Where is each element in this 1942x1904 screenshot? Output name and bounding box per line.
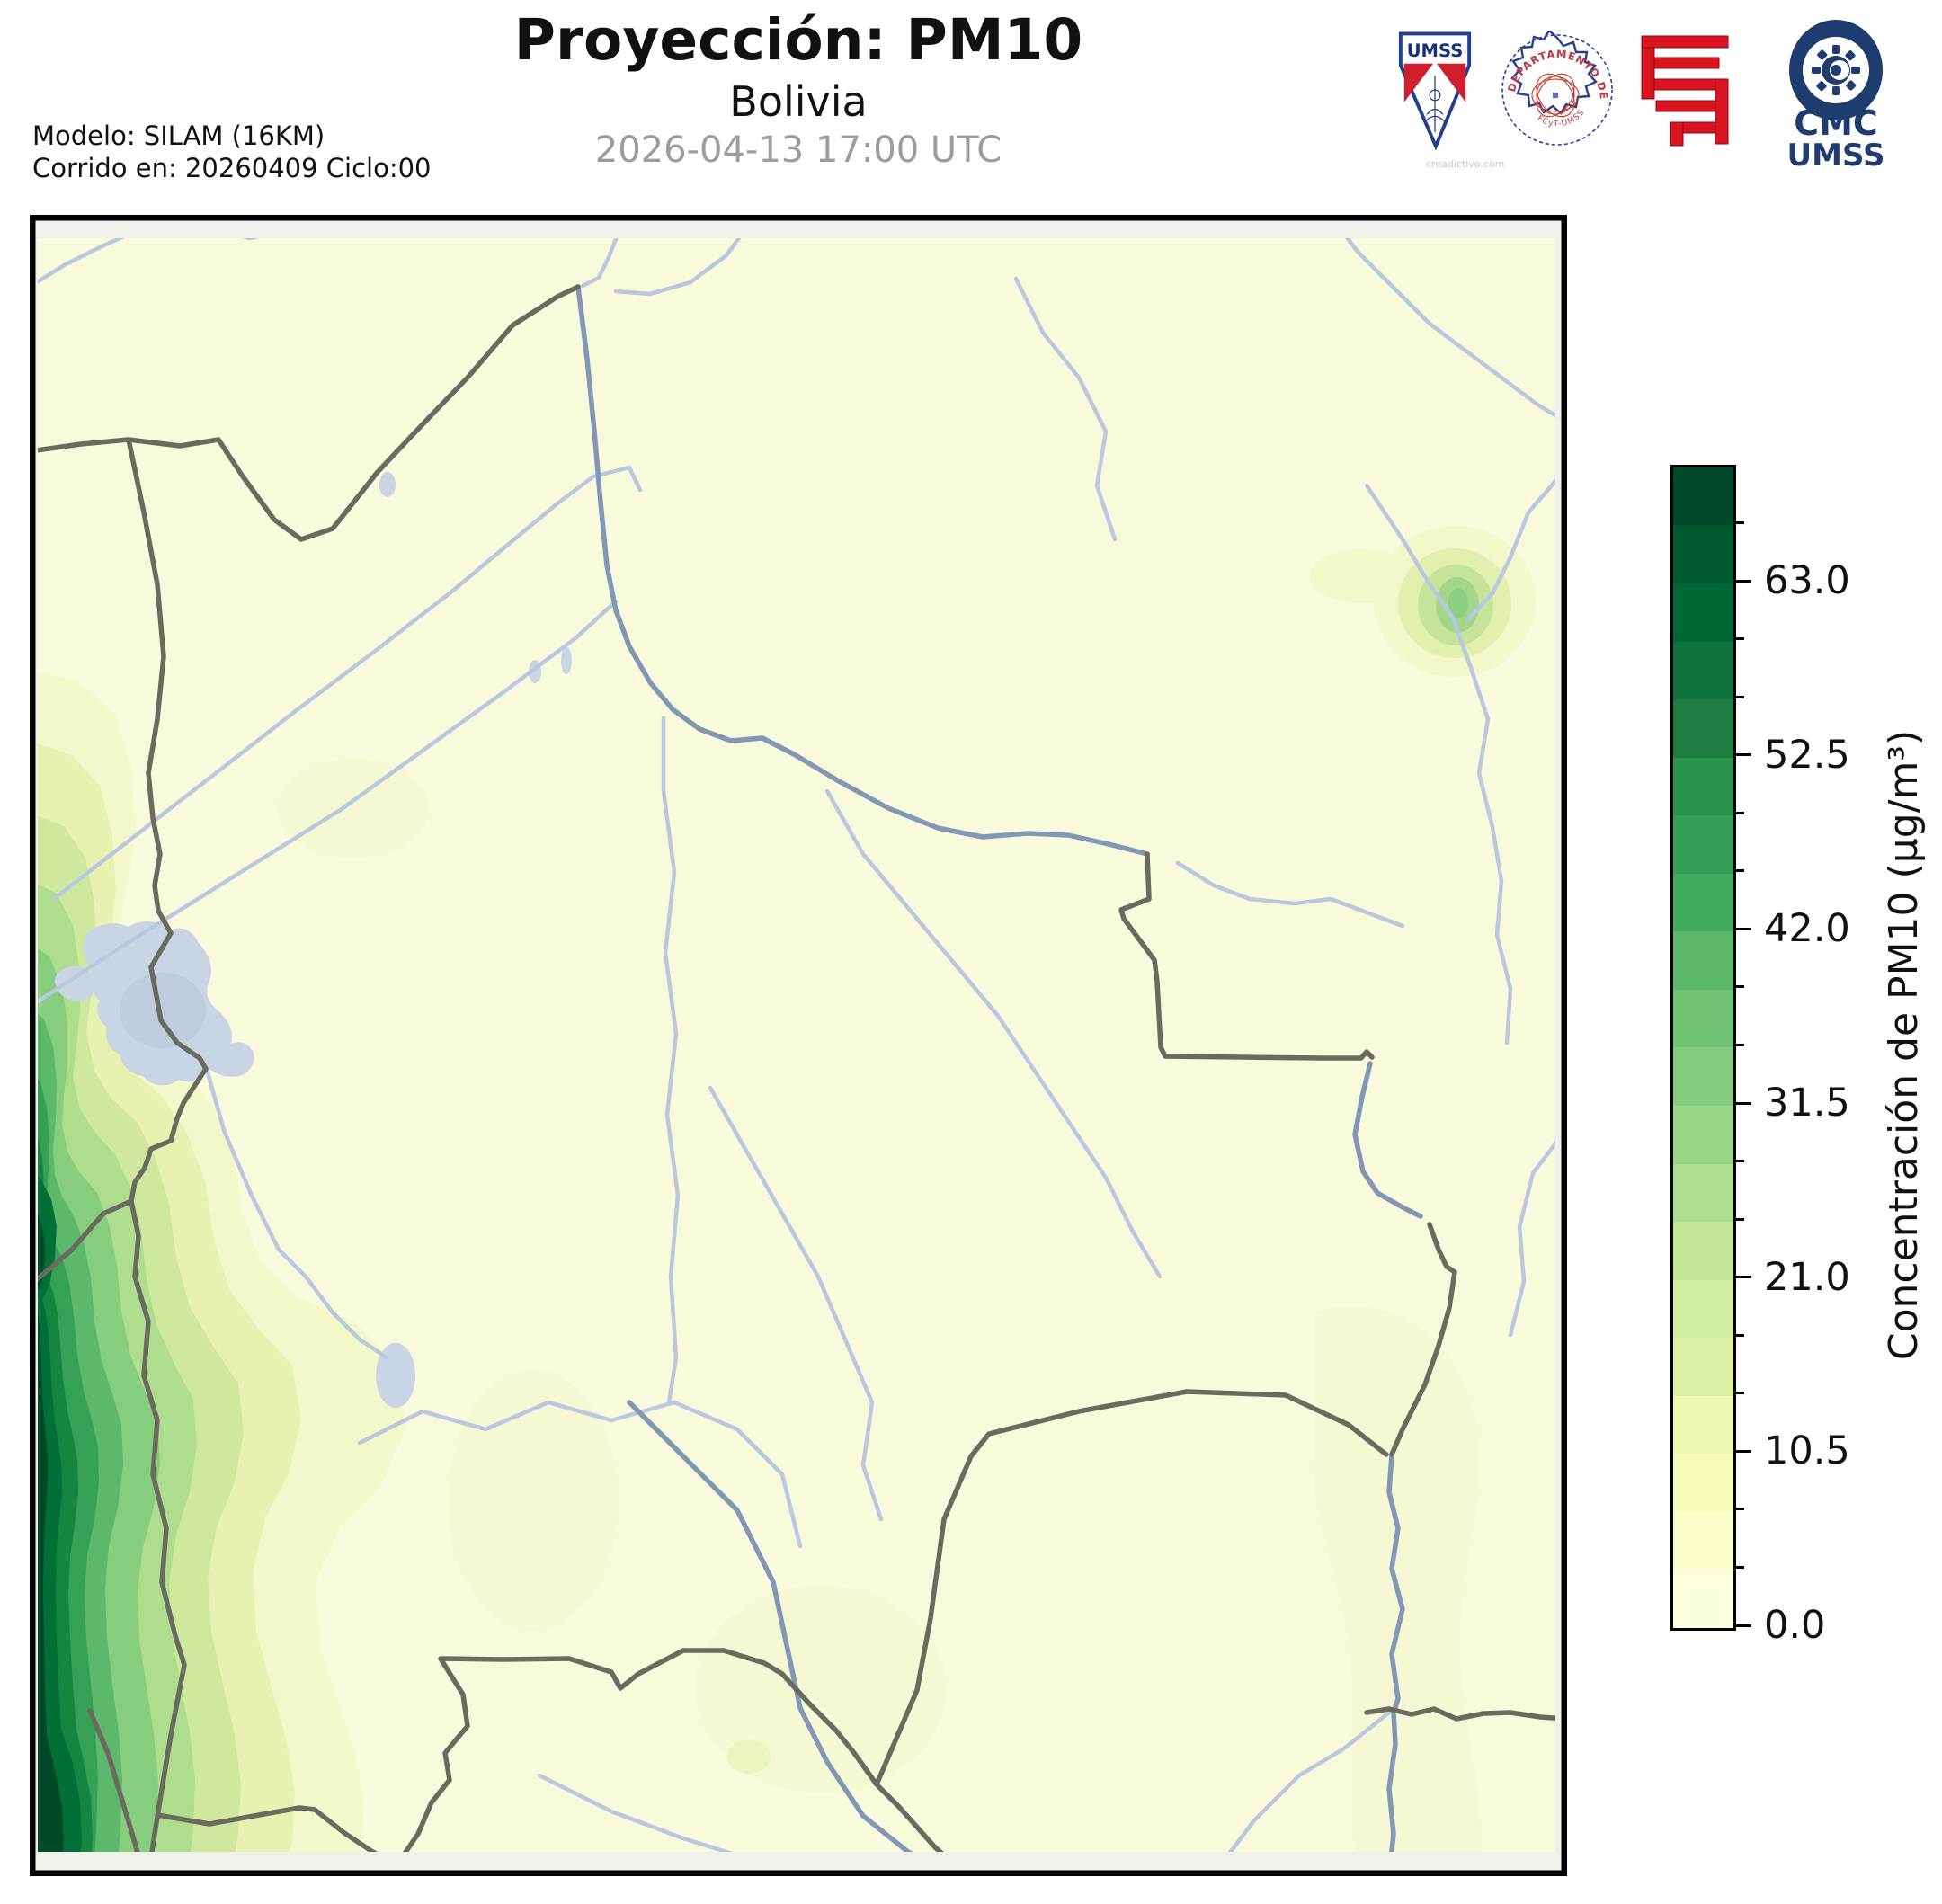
colorbar-band — [1673, 1279, 1733, 1339]
colorbar-minor-tick — [1733, 1565, 1744, 1569]
colorbar-minor-tick — [1733, 521, 1744, 525]
logo-watermark: creadictivo.com — [1426, 158, 1505, 170]
colorbar-major-tick — [1733, 579, 1751, 583]
colorbar-band — [1673, 1047, 1733, 1107]
colorbar-major-tick — [1733, 1276, 1751, 1279]
colorbar-tick-label: 21.0 — [1764, 1254, 1850, 1300]
cmc-umss-logo-icon: CMC UMSS — [1787, 20, 1885, 169]
colorbar-minor-tick — [1733, 695, 1744, 698]
colorbar-minor-tick — [1733, 637, 1744, 641]
pm10-concentration-field — [30, 526, 1536, 1876]
colorbar-band — [1673, 931, 1733, 990]
border-rivers — [575, 284, 1423, 1879]
colorbar-tick-label: 0.0 — [1764, 1603, 1826, 1648]
colorbar — [1670, 465, 1736, 1631]
colorbar-band — [1673, 1570, 1733, 1628]
colorbar-band — [1673, 1163, 1733, 1223]
fcyt-red-mark-icon — [1641, 35, 1729, 147]
colorbar-axis-label: Concentración de PM10 (µg/m³) — [1881, 729, 1928, 1361]
colorbar-band — [1673, 583, 1733, 642]
colorbar-tick-label: 31.5 — [1764, 1081, 1850, 1126]
colorbar-band — [1673, 989, 1733, 1048]
colorbar-minor-tick — [1733, 1044, 1744, 1046]
map-frame — [29, 214, 1568, 1877]
colorbar-ticks: 0.0 10.5 21.0 31.5 42.0 52.5 63.0 — [1733, 465, 1942, 1648]
colorbar-band — [1673, 1106, 1733, 1164]
colorbar-minor-tick — [1733, 1333, 1744, 1337]
svg-text:UMSS: UMSS — [1787, 138, 1885, 169]
colorbar-minor-tick — [1733, 1217, 1744, 1221]
run-line: Corrido en: 20260409 Ciclo:00 — [32, 152, 432, 183]
colorbar-band — [1673, 757, 1733, 816]
colorbar-minor-tick — [1733, 1392, 1744, 1395]
model-info: Modelo: SILAM (16KM) Corrido en: 2026040… — [32, 120, 432, 185]
colorbar-minor-tick — [1733, 1508, 1744, 1511]
colorbar-band — [1673, 815, 1733, 874]
colorbar-band — [1673, 873, 1733, 932]
colorbar-band — [1673, 1338, 1733, 1396]
umss-pennant-icon: UMSS — [1398, 31, 1472, 151]
colorbar-major-tick — [1733, 1624, 1751, 1627]
country-borders — [27, 284, 1570, 1879]
svg-text:UMSS: UMSS — [1407, 40, 1464, 61]
colorbar-band — [1673, 1454, 1733, 1512]
colorbar-major-tick — [1733, 927, 1751, 930]
colorbar-band — [1673, 641, 1733, 700]
colorbar-band — [1673, 1511, 1733, 1570]
colorbar-band — [1673, 1395, 1733, 1455]
lakes — [54, 472, 572, 1408]
colorbar-band — [1673, 1222, 1733, 1280]
colorbar-band — [1673, 699, 1733, 758]
physics-department-seal-icon: DEPARTAMENTO DE FÍSICA FCyT-UMSS — [1498, 31, 1613, 146]
model-line: Modelo: SILAM (16KM) — [32, 120, 325, 151]
colorbar-minor-tick — [1733, 811, 1744, 814]
colorbar-minor-tick — [1733, 869, 1744, 873]
colorbar-band — [1673, 467, 1733, 526]
colorbar-minor-tick — [1733, 1160, 1744, 1163]
map-panel — [27, 213, 1570, 1879]
colorbar-major-tick — [1733, 1449, 1751, 1453]
valid-datetime: 2026-04-13 17:00 UTC — [594, 129, 1002, 171]
colorbar-major-tick — [1733, 753, 1751, 757]
page-subtitle: Bolivia — [729, 77, 868, 126]
svg-text:CMC: CMC — [1794, 103, 1878, 143]
page-title: Proyección: PM10 — [513, 7, 1083, 73]
colorbar-tick-label: 10.5 — [1764, 1428, 1850, 1474]
colorbar-minor-tick — [1733, 985, 1744, 989]
colorbar-major-tick — [1733, 1101, 1751, 1105]
colorbar-tick-label: 42.0 — [1764, 906, 1850, 952]
colorbar-tick-label: 52.5 — [1764, 732, 1850, 778]
colorbar-tick-label: 63.0 — [1764, 558, 1850, 604]
bolivia-pm10-map — [27, 213, 1570, 1879]
colorbar-band — [1673, 525, 1733, 584]
